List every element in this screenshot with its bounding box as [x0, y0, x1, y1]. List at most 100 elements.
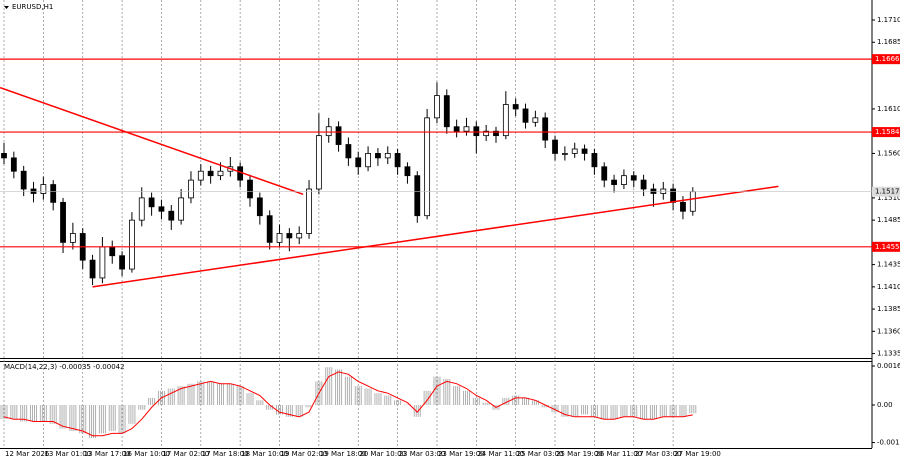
- x-tick-label: 13 Mar 01:00: [44, 450, 91, 458]
- x-tick-label: 13 Mar 17:00: [84, 450, 131, 458]
- candle-body: [650, 188, 657, 194]
- candle-body: [542, 117, 549, 141]
- candle-body: [670, 188, 677, 203]
- x-tick-label: 23 Mar 19:00: [438, 450, 485, 458]
- candle-body: [453, 126, 460, 132]
- candle-body: [138, 197, 145, 221]
- y-tick-label: 0.00165: [877, 362, 900, 370]
- candle-body: [404, 166, 411, 177]
- y-tick-label: -0.00159: [877, 439, 900, 447]
- level-label: 1.1584: [875, 128, 900, 136]
- candle-body: [40, 184, 47, 194]
- candle-body: [50, 184, 57, 203]
- candle-body: [611, 179, 617, 185]
- candle-body: [1, 153, 7, 159]
- candle-body: [502, 104, 509, 137]
- candle-body: [512, 104, 519, 110]
- candle-body: [483, 130, 490, 137]
- candle-body: [119, 255, 125, 270]
- level-label: 1.1455: [875, 243, 900, 251]
- y-tick-label: 1.1485: [877, 216, 900, 224]
- candle-body: [188, 179, 194, 199]
- candle-body: [394, 153, 401, 168]
- chart-title: EURUSD,H1: [12, 3, 53, 11]
- candle-body: [561, 153, 568, 155]
- trend-line: [0, 86, 304, 196]
- y-tick-label: 1.1385: [877, 305, 900, 313]
- x-tick-label: 26 Mar 11:00: [595, 450, 642, 458]
- y-tick-label: 1.1560: [877, 149, 900, 157]
- candle-body: [493, 130, 499, 137]
- candle-body: [207, 170, 214, 177]
- x-tick-label: 24 Mar 11:00: [477, 450, 524, 458]
- candle-body: [365, 153, 371, 168]
- candle-body: [10, 157, 17, 172]
- x-tick-label: 23 Mar 03:00: [399, 450, 446, 458]
- candle-body: [148, 197, 155, 208]
- candle-body: [424, 117, 431, 217]
- candle-body: [414, 175, 421, 217]
- candle-body: [306, 188, 312, 234]
- candle-body: [276, 233, 283, 243]
- candle-body: [109, 246, 116, 257]
- candle-body: [178, 197, 185, 221]
- candle-body: [345, 144, 352, 159]
- y-tick-label: 1.1435: [877, 261, 900, 269]
- x-tick-label: 27 Mar 03:00: [635, 450, 682, 458]
- candle-body: [325, 126, 332, 137]
- candle-body: [630, 175, 637, 181]
- candle-body: [256, 197, 263, 217]
- level-label-bg: [872, 241, 900, 252]
- candle-body: [601, 166, 608, 181]
- candle-body: [158, 206, 165, 212]
- candle-body: [581, 148, 588, 154]
- x-tick-label: 17 Mar 02:00: [162, 450, 209, 458]
- candle-body: [335, 126, 342, 145]
- candle-body: [217, 170, 224, 177]
- y-tick-label: 0.00: [877, 401, 893, 409]
- x-tick-label: 20 Mar 10:00: [359, 450, 406, 458]
- candle-body: [552, 139, 558, 154]
- candle-body: [315, 135, 322, 190]
- candle-body: [89, 259, 96, 279]
- candle-body: [69, 233, 76, 243]
- level-label-bg: [872, 127, 900, 138]
- candle-body: [689, 191, 696, 212]
- candle-body: [375, 153, 381, 159]
- symbol-menu-icon[interactable]: [4, 6, 9, 9]
- trend-line: [92, 185, 779, 288]
- y-tick-label: 1.1685: [877, 38, 900, 46]
- x-tick-label: 19 Mar 18:00: [320, 450, 367, 458]
- y-tick-label: 1.1360: [877, 327, 900, 335]
- y-tick-label: 1.1410: [877, 283, 900, 291]
- macd-title: MACD(14,22,3) -0.00035 -0.00042: [4, 363, 125, 371]
- x-tick-label: 25 Mar 03:00: [517, 450, 564, 458]
- candle-body: [532, 117, 539, 123]
- candle-body: [660, 188, 667, 194]
- macd-signal-line: [3, 371, 693, 437]
- current-price-bg: [872, 186, 900, 197]
- x-tick-label: 25 Mar 19:00: [556, 450, 603, 458]
- candle-body: [621, 175, 627, 185]
- candle-body: [296, 233, 303, 239]
- x-tick-label: 19 Mar 02:00: [281, 450, 328, 458]
- candle-body: [522, 108, 529, 123]
- candle-body: [591, 153, 598, 168]
- candle-body: [355, 157, 362, 168]
- candle-body: [434, 95, 440, 119]
- candle-body: [571, 148, 578, 154]
- x-tick-label: 27 Mar 19:00: [674, 450, 721, 458]
- candle-body: [99, 246, 106, 279]
- current-price-label: 1.1517: [875, 188, 900, 196]
- candle-body: [197, 170, 204, 181]
- x-tick-label: 18 Mar 10:00: [241, 450, 288, 458]
- level-label: 1.1666: [875, 55, 900, 63]
- candle-body: [463, 126, 470, 132]
- candle-body: [30, 188, 37, 194]
- candle-body: [680, 201, 686, 212]
- candle-body: [443, 95, 450, 128]
- candle-body: [60, 201, 66, 243]
- candle-body: [20, 170, 27, 190]
- candle-body: [168, 210, 175, 221]
